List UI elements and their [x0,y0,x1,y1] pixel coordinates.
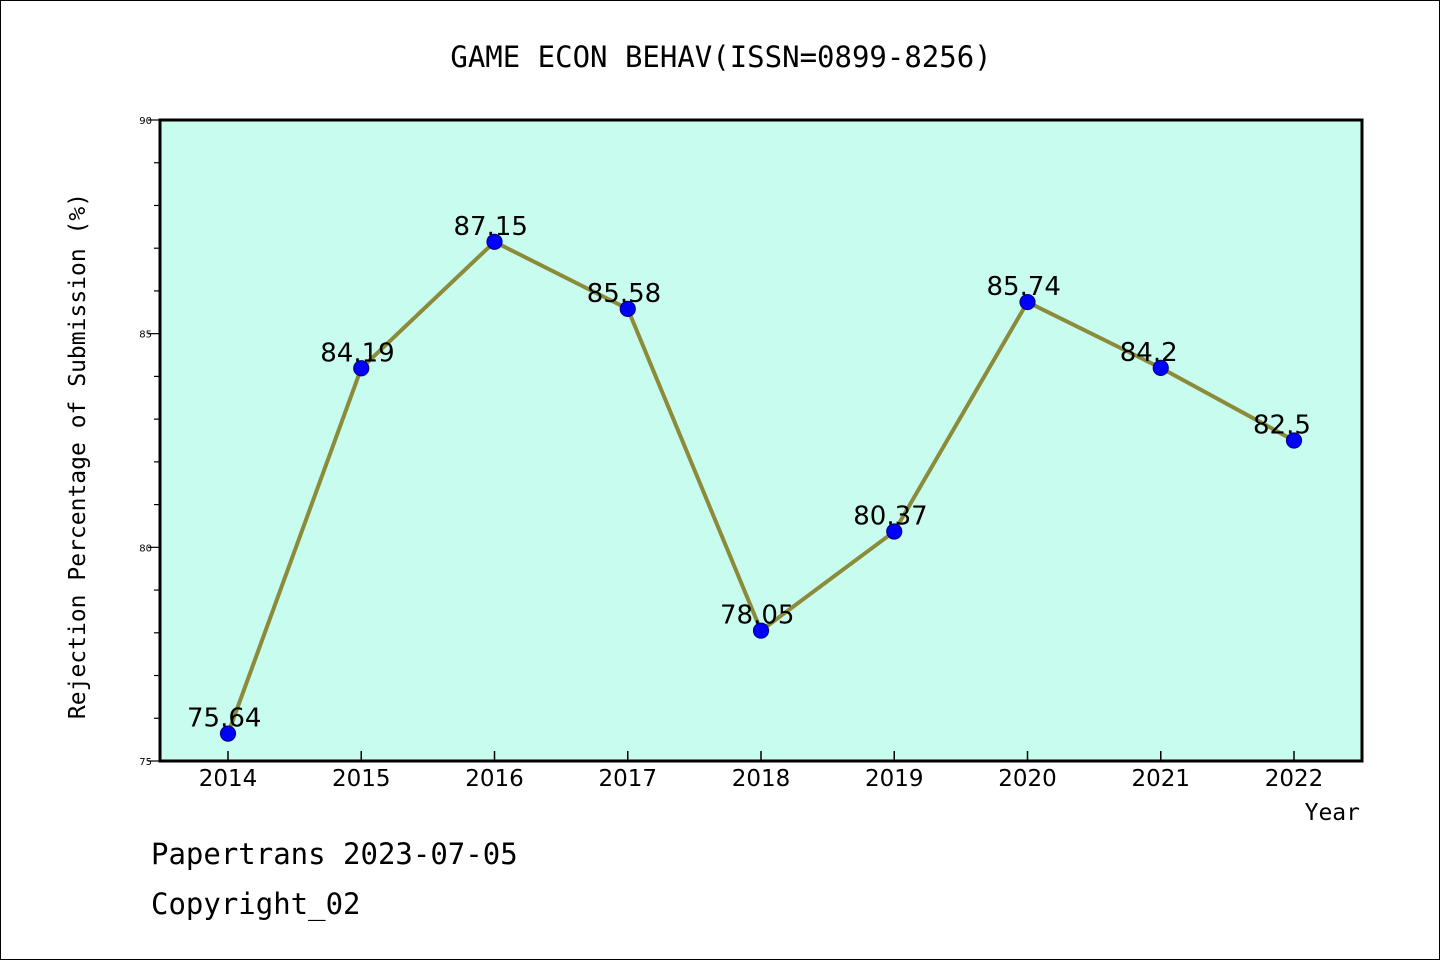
x-tick-label: 2017 [598,766,657,792]
data-label: 84.19 [320,338,394,368]
data-point [752,622,770,639]
data-point [219,725,237,742]
y-axis-label: Rejection Percentage of Submission (%) [65,193,91,719]
data-point [1285,432,1303,449]
x-axis-label: Year [1305,800,1360,826]
data-point [353,360,370,377]
x-tick-label: 2022 [1265,766,1324,792]
plot-area [158,118,1364,763]
data-label: 87.15 [454,212,528,242]
data-label: 85.58 [587,279,661,309]
x-tick-label: 2014 [199,766,258,792]
x-tick-label: 2020 [998,766,1057,792]
x-axis: 2014 2015 2016 2017 2018 2019 2020 2021 2022 [199,751,1324,792]
x-tick-label: 2016 [465,766,524,792]
footer-date-line: Papertrans 2023-07-05 [151,837,518,871]
data-label: 75.64 [187,704,261,734]
x-tick-label: 2015 [332,766,391,792]
chart-title: GAME ECON BEHAV(ISSN=0899-8256) [450,40,991,74]
data-point [1019,293,1036,311]
data-label: 78.05 [720,601,794,631]
y-tick-label: 80 [139,543,152,554]
data-label: 85.74 [987,272,1061,302]
data-point [486,233,503,250]
x-tick-label: 2021 [1131,766,1190,792]
x-tick-label: 2018 [732,766,791,792]
data-label: 80.37 [853,502,927,532]
data-labels: 75.64 84.19 87.15 85.58 78.05 80.37 85.74 84.2 8… [187,212,1311,734]
data-label: 84.2 [1120,338,1178,368]
y-tick-label: 75 [139,757,152,768]
data-point [886,523,903,540]
x-tick-label: 2019 [865,766,924,792]
y-tick-label: 90 [139,116,152,127]
footer-copyright-line: Copyright_02 [151,887,361,922]
data-point [1152,359,1169,376]
data-point [619,300,636,317]
y-axis: 75 80 85 90 [139,116,160,768]
data-label: 82.5 [1253,411,1311,441]
y-tick-label: 85 [139,330,152,341]
data-markers [219,233,1303,742]
